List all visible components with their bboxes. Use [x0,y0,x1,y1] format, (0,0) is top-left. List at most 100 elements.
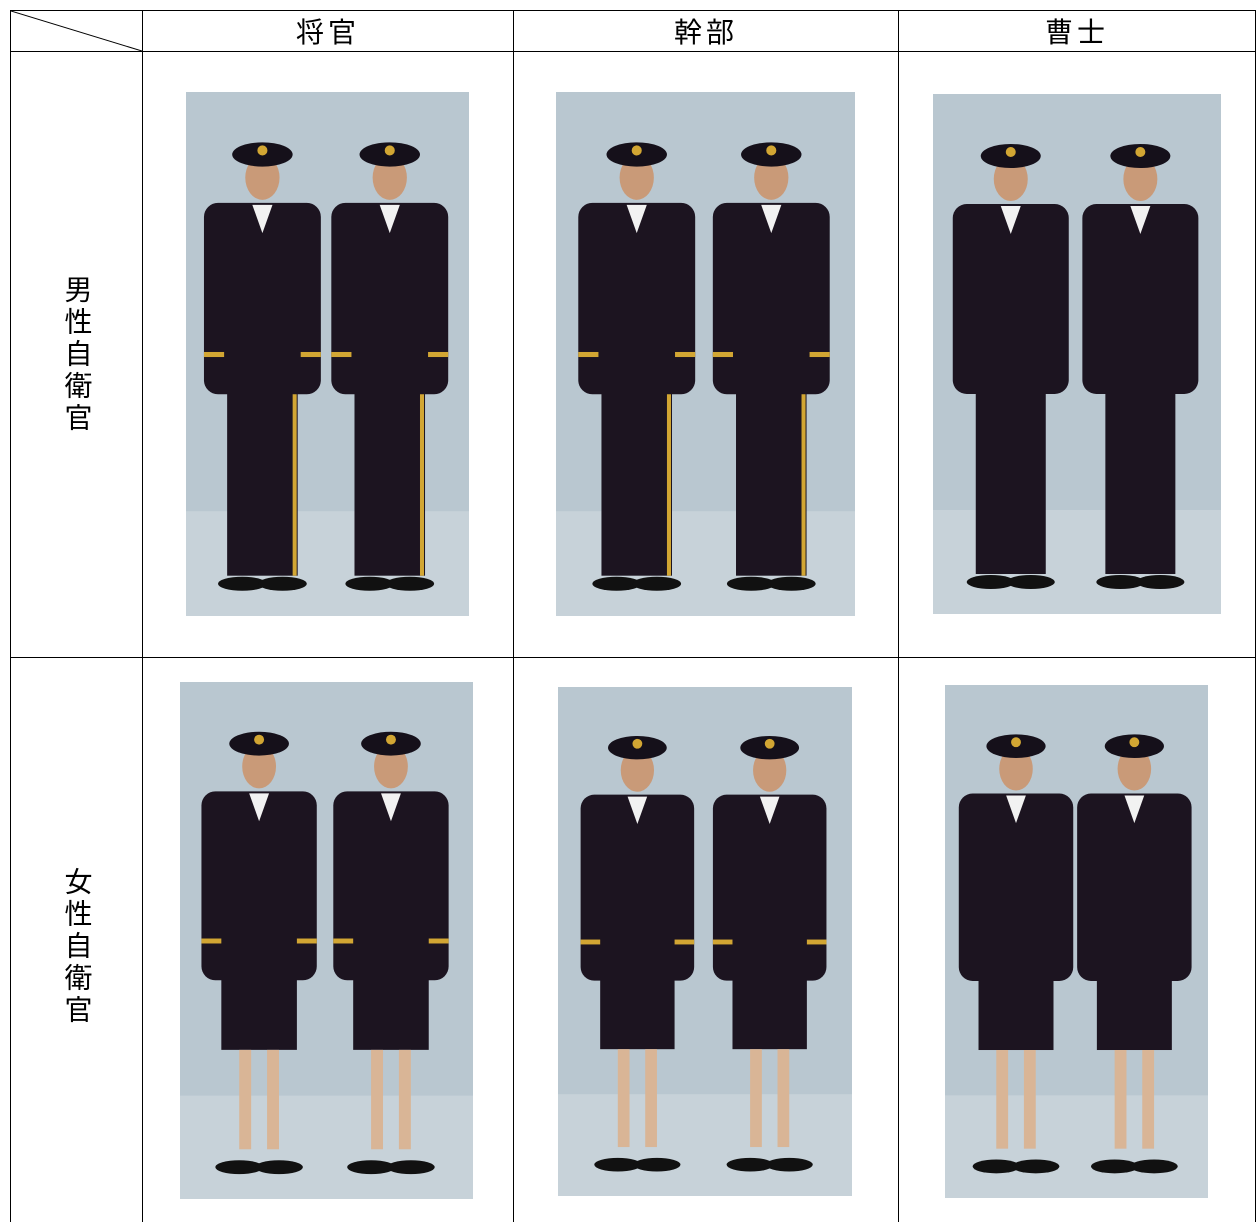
shoe [218,576,267,591]
shoe [215,1160,264,1175]
leg [1023,1050,1036,1149]
cuff-band [428,351,449,358]
head [619,155,654,200]
cap-badge [1135,147,1146,157]
diagonal [11,11,142,51]
shoe [386,1160,435,1175]
trousers [736,384,807,576]
jacket [201,791,317,981]
figure [203,142,321,591]
trousers [227,384,298,576]
column-header: 曹士 [898,10,1256,52]
cuff-band [674,939,695,945]
cuff-band [580,939,601,945]
shoe [594,1157,642,1172]
cuff-band [428,938,449,944]
shoe [255,1160,303,1175]
cap-badge [257,145,268,156]
row-header: 女性自衛官 [10,657,143,1222]
cap-badge [1011,737,1021,748]
shoe [972,1159,1020,1174]
skirt [221,970,297,1050]
jacket [203,202,321,395]
cuff-band [300,351,321,358]
figure [958,734,1074,1174]
shoe [258,576,307,591]
shoe [347,1160,395,1175]
shoe [726,576,776,591]
head [372,155,407,200]
collar [1000,206,1021,234]
leg [617,1049,630,1148]
floor [558,1094,852,1196]
stripe [292,384,297,576]
cap-badge [1005,147,1016,157]
cap-badge [384,145,395,156]
skirt [978,971,1054,1051]
shoe [633,1157,681,1172]
collar [249,793,270,822]
jacket [712,202,830,395]
shoe [726,1157,774,1172]
leg [645,1049,657,1148]
column-header: 将官 [142,10,514,52]
shoe [345,576,394,591]
figure [578,142,696,591]
head [999,747,1033,791]
cap-badge [632,738,643,749]
jacket [952,204,1069,394]
jacket [1077,793,1192,981]
leg [750,1049,762,1148]
collar [381,793,401,822]
shoe [1130,1159,1178,1174]
jacket [1082,204,1199,394]
uniform-photo [558,687,852,1196]
figure [331,142,449,591]
column-header: 幹部 [513,10,899,52]
cuff-band [806,939,827,945]
jacket [712,794,827,981]
trousers [1105,384,1176,574]
leg [371,1049,384,1150]
cap-badge [385,734,396,745]
stripe [801,384,806,576]
shoe [592,576,641,591]
collar [252,204,273,234]
skirt [353,970,429,1050]
photo-cell [898,657,1256,1222]
stripe [666,384,671,576]
cuff-band [331,351,352,358]
leg [996,1050,1009,1149]
cuff-band [333,938,354,944]
collar [379,204,400,234]
cap-badge [631,145,642,156]
trousers [601,384,672,576]
cap-badge [254,734,265,745]
jacket [331,202,449,395]
uniform-photo [186,92,469,616]
cap-badge [764,738,775,749]
shoe [1136,575,1185,589]
jacket [333,791,449,981]
collar [759,796,780,825]
leg [239,1049,252,1150]
shoe [765,1157,813,1172]
cuff-band [201,938,222,944]
figure [201,731,317,1175]
floor [556,511,855,616]
figure [580,735,695,1172]
shoe [1090,1159,1139,1174]
cuff-band [203,351,225,358]
head [754,155,789,200]
head [993,157,1028,201]
head [1117,747,1152,791]
leg [398,1049,411,1150]
head [620,748,655,792]
skirt [732,970,807,1050]
cuff-band [296,938,317,944]
head [1123,157,1158,201]
cuff-band [712,939,733,945]
collar [1006,795,1026,824]
